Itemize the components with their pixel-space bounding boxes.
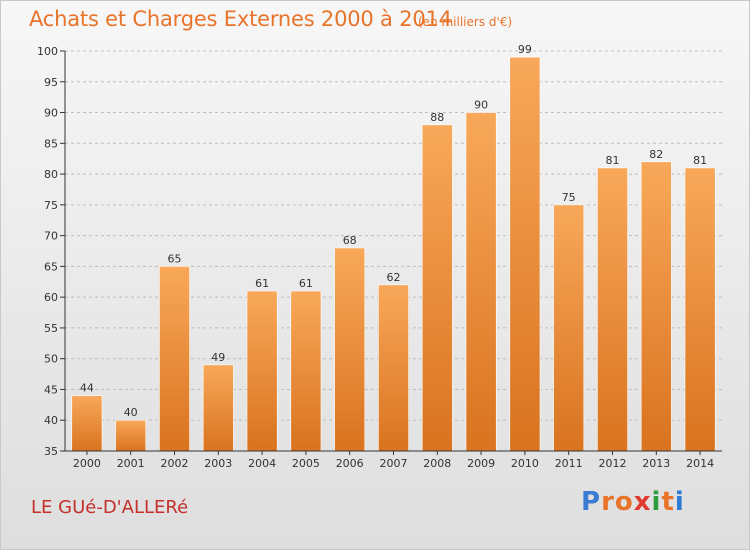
data-label-2009: 90 [474, 99, 488, 112]
bar-2002 [159, 266, 190, 452]
y-tick-label: 65 [44, 260, 58, 273]
bar-2011 [553, 204, 585, 452]
x-tick-label: 2003 [204, 457, 232, 470]
place-name: LE GUé-D'ALLERé [31, 497, 189, 518]
y-tick-label: 85 [44, 137, 58, 150]
y-tick-label: 40 [44, 414, 58, 427]
data-label-2012: 81 [606, 154, 620, 167]
data-label-2010: 99 [518, 43, 532, 56]
x-tick-label: 2000 [73, 457, 101, 470]
x-tick-label: 2012 [599, 457, 627, 470]
chart-title: Achats et Charges Externes 2000 à 2014 [29, 7, 452, 31]
data-label-2003: 49 [211, 351, 225, 364]
y-tick-label: 35 [44, 445, 58, 458]
chart-subtitle: (en milliers d'€) [418, 15, 513, 29]
x-tick-label: 2007 [380, 457, 408, 470]
x-tick-label: 2014 [686, 457, 714, 470]
x-tick-label: 2005 [292, 457, 320, 470]
bar-2005 [290, 290, 322, 452]
y-tick-label: 55 [44, 322, 58, 335]
x-tick-label: 2009 [467, 457, 495, 470]
x-tick-label: 2006 [336, 457, 364, 470]
x-tick-label: 2013 [642, 457, 670, 470]
bar-2006 [334, 247, 366, 452]
logo-letter: o [614, 487, 634, 517]
y-tick-label: 80 [44, 168, 58, 181]
data-label-2014: 81 [693, 154, 707, 167]
logo-letter: x [633, 487, 652, 517]
x-tick-label: 2001 [117, 457, 145, 470]
x-tick-label: 2002 [161, 457, 189, 470]
y-tick-label: 50 [44, 353, 58, 366]
data-label-2002: 65 [168, 252, 182, 265]
proxiti-logo: Proxiti [581, 487, 685, 517]
y-tick-label: 70 [44, 230, 58, 243]
y-tick-label: 45 [44, 383, 58, 396]
y-tick-label: 90 [44, 107, 58, 120]
bar-2008 [421, 124, 453, 452]
bar-2010 [509, 56, 541, 452]
data-label-2007: 62 [387, 271, 401, 284]
data-label-2005: 61 [299, 277, 313, 290]
bar-2004 [246, 290, 278, 452]
bar-2012 [597, 167, 628, 452]
y-tick-label: 95 [44, 76, 58, 89]
logo-letter: t [661, 487, 675, 517]
bar-2000 [71, 395, 103, 452]
bar-2003 [202, 364, 234, 452]
data-label-2008: 88 [430, 111, 444, 124]
logo-letter: i [651, 487, 662, 517]
data-label-2011: 75 [562, 191, 576, 204]
data-label-2001: 40 [124, 406, 138, 419]
logo-letter: i [674, 487, 685, 517]
y-tick-label: 60 [44, 291, 58, 304]
x-tick-label: 2008 [423, 457, 451, 470]
data-label-2004: 61 [255, 277, 269, 290]
y-tick-label: 100 [37, 45, 58, 58]
data-label-2006: 68 [343, 234, 357, 247]
logo-letter: r [601, 487, 615, 517]
logo-letter: P [581, 487, 602, 517]
data-label-2013: 82 [649, 148, 663, 161]
bar-2013 [640, 161, 672, 452]
data-label-2000: 44 [80, 382, 94, 395]
x-tick-label: 2011 [555, 457, 583, 470]
bar-2014 [684, 167, 716, 452]
y-tick-label: 75 [44, 199, 58, 212]
x-tick-label: 2004 [248, 457, 276, 470]
bar-2001 [115, 419, 147, 452]
x-tick-label: 2010 [511, 457, 539, 470]
bar-2007 [378, 284, 409, 452]
bar-2009 [465, 112, 497, 452]
